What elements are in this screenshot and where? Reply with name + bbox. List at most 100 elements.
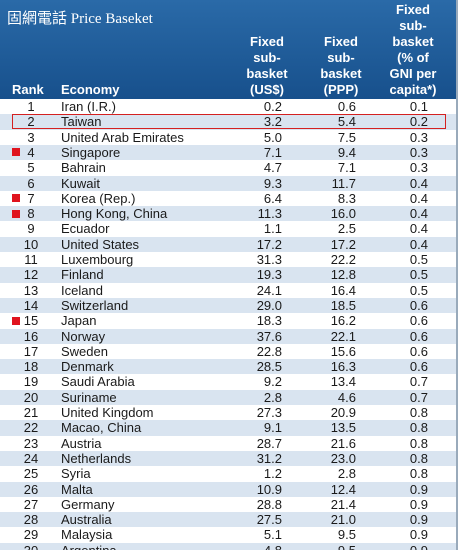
table-row: 24 Netherlands 31.2 23.0 0.8 [0,450,456,467]
table-cell: Malaysia [61,527,113,543]
table-cell: Finland [61,267,104,283]
column-header: basket [320,66,362,81]
column-header: Fixed [250,34,284,49]
table-cell: Luxembourg [61,252,134,267]
table-cell: 22.1 [330,328,356,344]
table-cell: 0.3 [409,160,428,176]
table-cell: 10 [23,236,39,252]
column-header: sub- [253,50,281,65]
table-cell: 2.5 [337,221,356,237]
table-cell: 15 [23,313,39,329]
title: 固網電話 Price Baseket [7,11,153,27]
table-cell: 24 [23,450,39,466]
table-row: 27 Germany 28.8 21.4 0.9 [0,497,456,512]
table-cell: 4.7 [263,160,282,176]
table-cell: Taiwan [61,114,102,130]
column-header: (% of [397,50,429,65]
table-row: 4 Singapore 7.1 9.4 0.3 [0,144,456,161]
table-cell: 19.3 [256,267,282,283]
table-cell: 27 [23,496,39,512]
table-cell: 11.7 [331,175,356,191]
column-header: (PPP) [323,82,359,97]
table-cell: 10.9 [256,481,282,497]
table-cell: 21.6 [330,435,356,451]
table-cell: Denmark [61,359,114,375]
table-cell: Hong Kong, China [61,206,168,222]
table-cell: 0.5 [409,267,428,283]
table-cell: 31.2 [256,450,282,466]
table-cell: 16.0 [330,206,356,222]
table-cell: 15.6 [330,343,356,359]
table-cell: 0.9 [409,527,428,543]
table-row: 16 Norway 37.6 22.1 0.6 [0,328,456,344]
table-cell: 30 [16,543,46,550]
table-cell: 0.6 [409,297,428,313]
table-cell: 0.9 [409,512,428,528]
column-header: Economy [61,82,120,97]
table-cell: 0.7 [409,374,428,390]
table-cell: 20.9 [330,405,356,420]
table-cell: 29.0 [256,297,282,313]
table-cell: 0.6 [409,343,428,359]
table-cell: 21.0 [330,512,356,528]
table-cell: 16.2 [330,313,356,329]
table-cell: Switzerland [61,297,129,313]
table-cell: 0.6 [409,359,428,375]
table-cell: 0.3 [409,129,428,145]
table-cell: 28.7 [256,435,282,451]
table-cell: 0.2 [263,99,282,114]
table-cell: 14 [23,297,39,313]
marker [12,316,20,325]
table-cell: Korea (Rep.) [61,190,136,206]
table-cell: 20 [23,389,39,405]
table-cell: 4.6 [337,389,356,405]
table-row: 23 Austria 28.7 21.6 0.8 [0,436,456,451]
table-cell: 4 [27,144,35,160]
table-cell: 0.8 [409,435,428,451]
table-cell: 0.8 [409,420,428,436]
table-cell: Australia [61,512,112,528]
table-cell: 24.1 [256,282,282,298]
table-cell: 27.5 [256,512,282,528]
table-cell: 0.6 [337,99,356,114]
table-row: 6 Kuwait 9.3 11.7 0.4 [0,175,456,191]
table-cell: 17 [23,343,39,359]
table-cell: 5.0 [263,129,282,145]
table-cell: 13.5 [330,420,356,436]
column-header: Rank [12,82,44,97]
table-cell: 0.4 [409,206,428,222]
table-cell: Saudi Arabia [61,374,135,390]
table-cell: 0.4 [409,236,428,252]
table-cell: 19 [23,374,39,390]
table-cell: 18.5 [330,297,356,313]
table-cell: 37.6 [256,328,282,344]
table-row: 18 Denmark 28.5 16.3 0.6 [0,359,456,375]
column-header: Fixed [324,34,358,49]
table-row: 19 Saudi Arabia 9.2 13.4 0.7 [0,374,456,389]
table-row: 20 Suriname 2.8 4.6 0.7 [0,389,456,405]
table-cell: 28.8 [256,496,282,512]
table-cell: 2 [27,114,35,130]
table-cell: 12 [23,267,39,283]
table-cell: 22 [23,420,39,436]
table-cell: 23.0 [330,450,356,466]
table-cell: 1.1 [263,221,282,237]
table-cell: 0.4 [409,190,428,206]
column-header: basket [392,34,434,49]
table-cell: Austria [61,435,102,451]
column-header: sub- [399,18,427,33]
table-cell: 7.1 [337,160,356,176]
table-cell: 28.5 [256,359,282,375]
table-row: 12 Finland 19.3 12.8 0.5 [0,267,456,283]
table-cell: 11 [24,252,38,267]
table-cell: 25 [23,466,39,482]
table-row: 26 Malta 10.9 12.4 0.9 [0,481,456,497]
highlight-box [12,114,446,130]
column-header: capita*) [389,82,437,97]
table-cell: 22.2 [330,252,356,267]
table-cell: 0.6 [409,328,428,344]
table-cell: Ecuador [61,221,110,237]
table-cell: 16.3 [330,359,356,375]
table-cell: Macao, China [61,420,142,436]
